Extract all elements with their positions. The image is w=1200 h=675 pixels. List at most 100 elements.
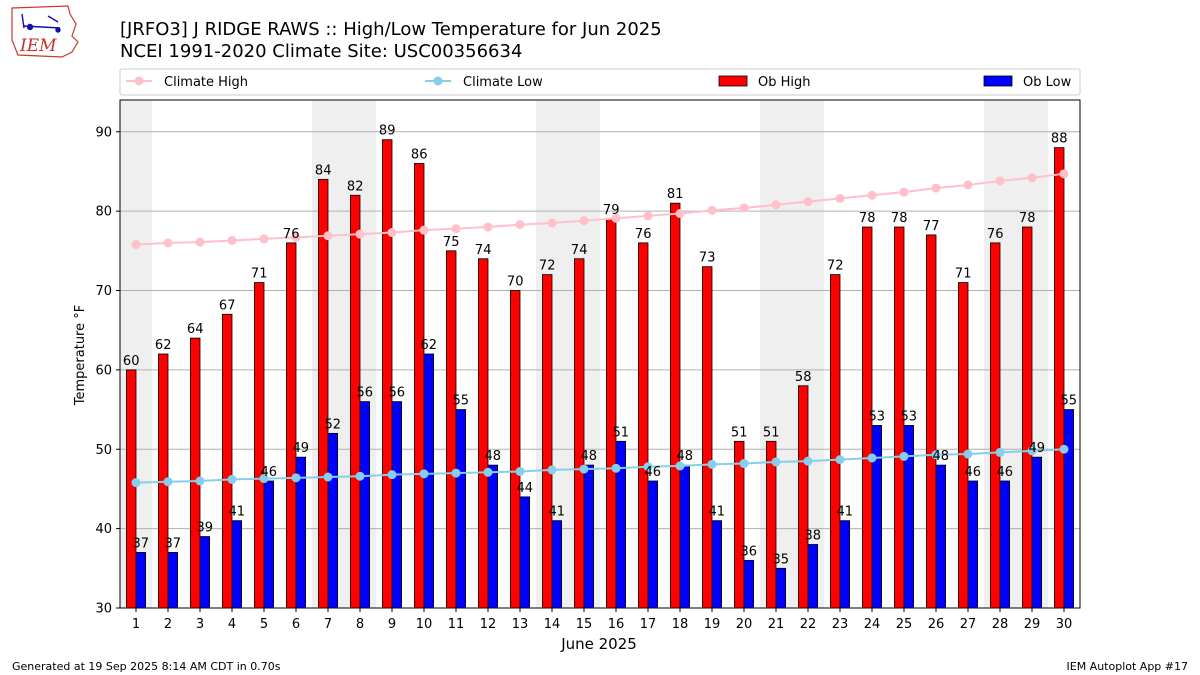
ob-high-bar [1022, 226, 1033, 609]
ob-low-label: 37 [165, 536, 182, 551]
climate-low-point [643, 462, 653, 472]
climate-high-point [995, 176, 1005, 186]
logo-text: IEM [19, 36, 57, 56]
ob-low-bar [231, 520, 243, 609]
x-tick-label: 14 [544, 617, 561, 632]
ob-low-label: 46 [645, 465, 662, 480]
ob-low-bar [583, 464, 595, 609]
ob-high-label: 76 [987, 227, 1004, 242]
climate-low-point [995, 447, 1005, 457]
ob-high-label: 79 [603, 203, 620, 218]
x-tick-label: 4 [228, 617, 236, 632]
ob-low-bar [1031, 456, 1043, 609]
climate-low-point [963, 449, 973, 459]
climate-high-point [323, 231, 333, 241]
ob-high-bar [542, 274, 553, 609]
y-tick-label: 80 [95, 205, 112, 220]
climate-high-point [291, 232, 301, 242]
ob-low-label: 46 [261, 465, 278, 480]
ob-low-label: 48 [581, 449, 598, 464]
climate-low-point [675, 461, 685, 471]
chart-subtitle: NCEI 1991-2020 Climate Site: USC00356634 [120, 41, 522, 62]
ob-high-label: 81 [667, 187, 684, 202]
ob-high-label: 60 [123, 354, 140, 369]
climate-high-point [355, 229, 365, 239]
climate-low-point [899, 451, 909, 461]
climate-low-point [707, 459, 717, 469]
ob-low-label: 35 [773, 552, 790, 567]
ob-high-label: 76 [283, 227, 300, 242]
ob-low-label: 49 [1029, 441, 1046, 456]
climate-low-point [835, 455, 845, 465]
ob-high-label: 77 [923, 219, 940, 234]
ob-high-bar [1054, 147, 1065, 609]
x-tick-label: 28 [992, 617, 1009, 632]
climate-low-point [803, 456, 813, 466]
x-tick-label: 15 [576, 617, 593, 632]
legend-frame [119, 68, 1081, 96]
climate-low-point [515, 466, 525, 476]
ob-low-label: 36 [741, 544, 758, 559]
climate-high-point [131, 239, 141, 249]
footer-generated: Generated at 19 Sep 2025 8:14 AM CDT in … [12, 660, 281, 673]
ob-low-bar [775, 567, 787, 609]
ob-high-bar [670, 202, 681, 609]
x-tick-label: 12 [480, 617, 497, 632]
ob-low-label: 56 [389, 386, 406, 401]
ob-high-label: 67 [219, 298, 236, 313]
climate-high-point [419, 225, 429, 235]
climate-low-point [323, 472, 333, 482]
climate-low-point [227, 474, 237, 484]
ob-high-bar [285, 242, 297, 609]
legend-label: Climate High [164, 75, 248, 90]
x-tick-label: 21 [768, 617, 785, 632]
x-tick-label: 1 [132, 617, 140, 632]
climate-low-line [135, 448, 1065, 484]
iowa-outline-icon [11, 5, 79, 58]
ob-low-bar [647, 480, 659, 609]
climate-high-line [135, 172, 1065, 246]
climate-high-point [611, 213, 621, 223]
ob-high-label: 76 [635, 227, 652, 242]
climate-high-point [163, 238, 173, 248]
ob-low-label: 53 [901, 409, 918, 424]
weather-station-icon [21, 13, 61, 33]
x-tick-label: 29 [1024, 617, 1041, 632]
legend-item-climate-low: Climate Low [425, 75, 543, 90]
legend-item-ob-high: Ob High [718, 75, 811, 90]
y-axis-label: Temperature °F [73, 305, 88, 406]
ob-low-label: 41 [229, 505, 246, 520]
climate-high-point [195, 237, 205, 247]
ob-high-bar [189, 337, 201, 609]
ob-low-bar [999, 480, 1011, 609]
climate-low-point [131, 478, 141, 488]
ob-high-bar [253, 282, 265, 609]
climate-lines [131, 169, 1069, 488]
ob-high-bar [221, 313, 233, 609]
ob-high-label: 70 [507, 275, 524, 290]
ob-high-label: 73 [699, 251, 716, 266]
ob-low-label: 62 [421, 338, 438, 353]
ob-low-bar [711, 520, 723, 609]
x-tick-label: 10 [416, 617, 433, 632]
ob-high-bar [477, 258, 489, 609]
ob-high-label: 72 [827, 259, 844, 274]
climate-low-point [387, 470, 397, 480]
ob-high-bar [638, 242, 649, 609]
climate-high-point [803, 197, 813, 207]
x-tick-label: 30 [1056, 617, 1073, 632]
x-tick-label: 2 [164, 617, 172, 632]
x-tick-label: 18 [672, 617, 689, 632]
climate-high-point [515, 220, 525, 230]
ob-low-label: 37 [133, 536, 150, 551]
climate-high-point [483, 222, 493, 232]
climate-high-point [675, 209, 685, 219]
climate-low-point [163, 477, 173, 487]
ob-high-label: 78 [1019, 211, 1036, 226]
climate-high-point [771, 200, 781, 210]
climate-low-point [483, 467, 493, 477]
climate-high-point [387, 228, 397, 238]
x-tick-label: 20 [736, 617, 753, 632]
climate-high-point [643, 211, 653, 221]
